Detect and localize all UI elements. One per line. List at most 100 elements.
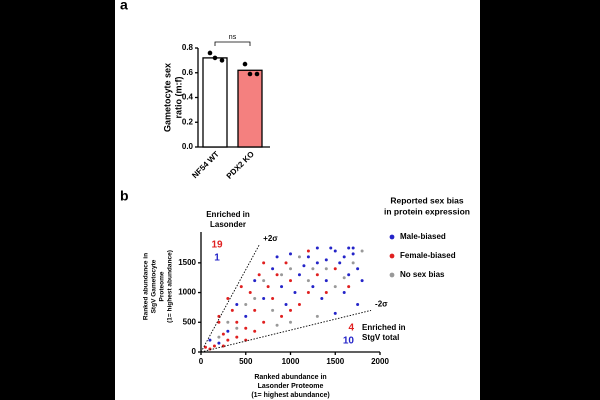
legend-marker bbox=[389, 272, 395, 278]
data-point bbox=[342, 291, 346, 295]
threshold-line bbox=[200, 244, 260, 353]
data-point bbox=[266, 285, 270, 289]
data-point bbox=[247, 71, 253, 77]
data-point bbox=[333, 249, 337, 253]
data-point bbox=[242, 61, 248, 67]
data-point bbox=[244, 326, 248, 330]
data-point bbox=[315, 314, 319, 318]
data-point bbox=[297, 302, 301, 306]
count-label: 19 bbox=[211, 240, 223, 251]
data-point bbox=[235, 320, 239, 324]
count-label: 10 bbox=[343, 336, 355, 347]
data-point bbox=[333, 311, 337, 315]
data-point bbox=[248, 291, 252, 295]
data-point bbox=[212, 55, 218, 61]
y-axis-label: StgV Gametocyte bbox=[151, 259, 158, 313]
data-point bbox=[324, 258, 328, 262]
x-axis-label: (1= highest abundance) bbox=[251, 392, 329, 399]
data-point bbox=[351, 252, 355, 256]
data-point bbox=[306, 249, 310, 253]
legend-marker bbox=[389, 253, 395, 259]
data-point bbox=[275, 273, 279, 277]
x-axis-label: Ranked abundance in bbox=[254, 374, 326, 381]
y-axis-label: Ranked abundance in bbox=[143, 253, 150, 320]
data-point bbox=[311, 267, 315, 271]
canvas bbox=[115, 0, 480, 400]
data-point bbox=[226, 320, 230, 324]
threshold-line bbox=[200, 309, 372, 353]
data-point bbox=[275, 255, 279, 259]
count-label: 1 bbox=[214, 253, 220, 264]
data-point bbox=[271, 267, 275, 271]
panel-label: a bbox=[120, 0, 128, 13]
data-point bbox=[280, 285, 284, 289]
bar bbox=[237, 69, 263, 148]
data-point bbox=[342, 276, 346, 280]
data-point bbox=[230, 308, 234, 312]
significance-bracket bbox=[214, 41, 251, 46]
data-point bbox=[347, 246, 351, 250]
y-tick-label: 0.6 bbox=[182, 68, 194, 77]
data-point bbox=[356, 302, 360, 306]
y-tick-label: 1000 bbox=[178, 288, 196, 297]
data-point bbox=[212, 344, 216, 348]
data-point bbox=[289, 279, 292, 283]
data-point bbox=[329, 246, 333, 250]
data-point bbox=[253, 308, 257, 312]
threshold-label: -2σ bbox=[375, 299, 388, 308]
legend-label: Female-biased bbox=[400, 251, 456, 260]
data-point bbox=[262, 261, 266, 265]
data-point bbox=[235, 335, 239, 339]
data-point bbox=[280, 314, 284, 318]
data-point bbox=[297, 273, 301, 277]
legend-label: Male-biased bbox=[400, 232, 446, 241]
data-point bbox=[311, 285, 315, 289]
data-point bbox=[289, 252, 292, 256]
data-point bbox=[297, 255, 301, 259]
data-point bbox=[275, 323, 279, 327]
x-tick-label: 2000 bbox=[371, 357, 389, 366]
data-point bbox=[235, 302, 239, 306]
y-tick-label: 0.8 bbox=[182, 43, 194, 52]
data-point bbox=[226, 338, 230, 342]
data-point bbox=[253, 279, 257, 283]
data-point bbox=[226, 329, 230, 333]
data-point bbox=[271, 297, 275, 300]
data-point bbox=[217, 335, 221, 339]
data-point bbox=[226, 297, 230, 300]
data-point bbox=[315, 246, 319, 250]
data-point bbox=[324, 291, 328, 295]
data-point bbox=[347, 285, 351, 289]
y-axis-label: Gametocyte sex bbox=[162, 63, 172, 132]
legend-title: in protein expression bbox=[384, 206, 470, 216]
data-point bbox=[360, 249, 364, 253]
y-tick-label: 1500 bbox=[178, 258, 196, 267]
data-point bbox=[284, 302, 288, 306]
y-tick-label: 0.2 bbox=[182, 117, 194, 126]
data-point bbox=[203, 345, 207, 349]
x-tick-label: 1500 bbox=[326, 357, 344, 366]
data-point bbox=[306, 255, 310, 259]
data-point bbox=[351, 261, 355, 265]
y-tick-label: 0.4 bbox=[182, 93, 194, 102]
data-point bbox=[207, 50, 213, 56]
y-axis-label: Proteome bbox=[159, 271, 166, 301]
data-point bbox=[338, 261, 342, 265]
data-point bbox=[262, 279, 266, 283]
legend-title: Reported sex bias bbox=[390, 195, 463, 205]
count-label: 4 bbox=[348, 323, 354, 334]
data-point bbox=[280, 273, 284, 277]
data-point bbox=[235, 326, 239, 330]
data-point bbox=[244, 314, 248, 318]
data-point bbox=[289, 308, 292, 312]
data-point bbox=[257, 273, 261, 277]
y-tick-label: 500 bbox=[183, 317, 197, 326]
data-point bbox=[306, 279, 310, 283]
data-point bbox=[217, 320, 221, 324]
data-point bbox=[253, 329, 257, 333]
data-point bbox=[284, 261, 288, 265]
data-point bbox=[356, 267, 360, 271]
annotation: Lasonder bbox=[210, 220, 246, 229]
